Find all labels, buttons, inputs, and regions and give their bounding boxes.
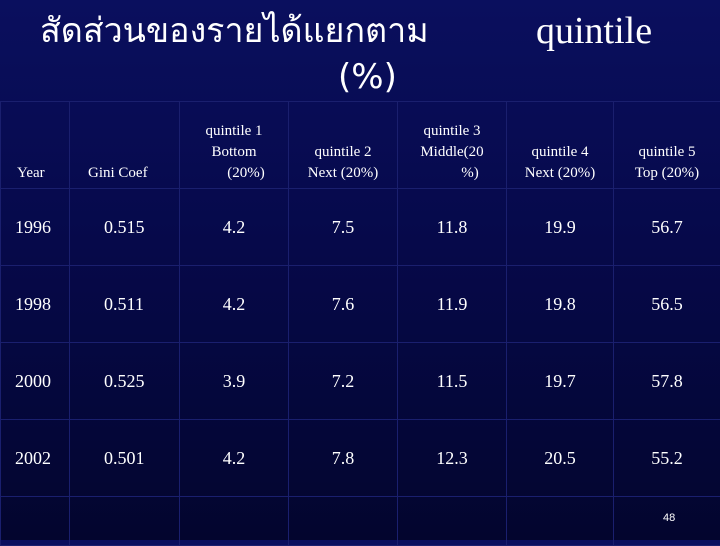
cell-gini: 0.501 xyxy=(70,420,180,497)
cell-q1: 4.2 xyxy=(180,266,289,343)
cell-q1: 4.2 xyxy=(180,189,289,266)
table-row: 1998 0.511 4.2 7.6 11.9 19.8 56.5 xyxy=(1,266,720,343)
header-year: Year xyxy=(1,102,70,189)
cell-q5: 56.5 xyxy=(614,266,720,343)
header-quintile-2: quintile 2 Next (20%) xyxy=(289,102,398,189)
cell-q1: 3.9 xyxy=(180,343,289,420)
title-percent-text: (%) xyxy=(338,54,397,100)
cell-q4: 20.5 xyxy=(507,420,614,497)
cell-gini: 0.515 xyxy=(70,189,180,266)
cell-q4: 19.8 xyxy=(507,266,614,343)
table-row-empty xyxy=(1,497,720,546)
cell-q2: 7.5 xyxy=(289,189,398,266)
cell-q3: 11.9 xyxy=(398,266,507,343)
header-quintile-1: quintile 1 Bottom (20%) xyxy=(180,102,289,189)
cell-year: 1996 xyxy=(1,189,70,266)
title-thai-text: สัดส่วนของรายได้แยกตาม xyxy=(40,8,429,54)
cell-year: 1998 xyxy=(1,266,70,343)
cell-q2: 7.6 xyxy=(289,266,398,343)
cell-q4: 19.7 xyxy=(507,343,614,420)
cell-empty xyxy=(398,497,507,546)
income-share-table: Year Gini Coef quintile 1 Bottom (20%) q… xyxy=(0,101,720,546)
cell-year: 2002 xyxy=(1,420,70,497)
slide-title: สัดส่วนของรายได้แยกตาม quintile (%) xyxy=(0,0,720,100)
header-quintile-3: quintile 3 Middle(20 %) xyxy=(398,102,507,189)
cell-q5: 55.2 xyxy=(614,420,720,497)
table-row: 2002 0.501 4.2 7.8 12.3 20.5 55.2 xyxy=(1,420,720,497)
cell-q2: 7.2 xyxy=(289,343,398,420)
cell-empty xyxy=(1,497,70,546)
cell-gini: 0.525 xyxy=(70,343,180,420)
table-header-row: Year Gini Coef quintile 1 Bottom (20%) q… xyxy=(1,102,720,189)
table-row: 1996 0.515 4.2 7.5 11.8 19.9 56.7 xyxy=(1,189,720,266)
cell-q3: 11.8 xyxy=(398,189,507,266)
title-quintile-text: quintile xyxy=(536,6,652,56)
cell-q2: 7.8 xyxy=(289,420,398,497)
cell-gini: 0.511 xyxy=(70,266,180,343)
cell-q5: 57.8 xyxy=(614,343,720,420)
cell-empty xyxy=(70,497,180,546)
table-row: 2000 0.525 3.9 7.2 11.5 19.7 57.8 xyxy=(1,343,720,420)
page-number: 48 xyxy=(663,512,675,524)
cell-q4: 19.9 xyxy=(507,189,614,266)
cell-empty xyxy=(180,497,289,546)
cell-empty xyxy=(507,497,614,546)
cell-q3: 11.5 xyxy=(398,343,507,420)
cell-empty xyxy=(289,497,398,546)
cell-q1: 4.2 xyxy=(180,420,289,497)
header-quintile-4: quintile 4 Next (20%) xyxy=(507,102,614,189)
header-quintile-5: quintile 5 Top (20%) xyxy=(614,102,720,189)
cell-q5: 56.7 xyxy=(614,189,720,266)
cell-q3: 12.3 xyxy=(398,420,507,497)
cell-year: 2000 xyxy=(1,343,70,420)
header-gini: Gini Coef xyxy=(70,102,180,189)
